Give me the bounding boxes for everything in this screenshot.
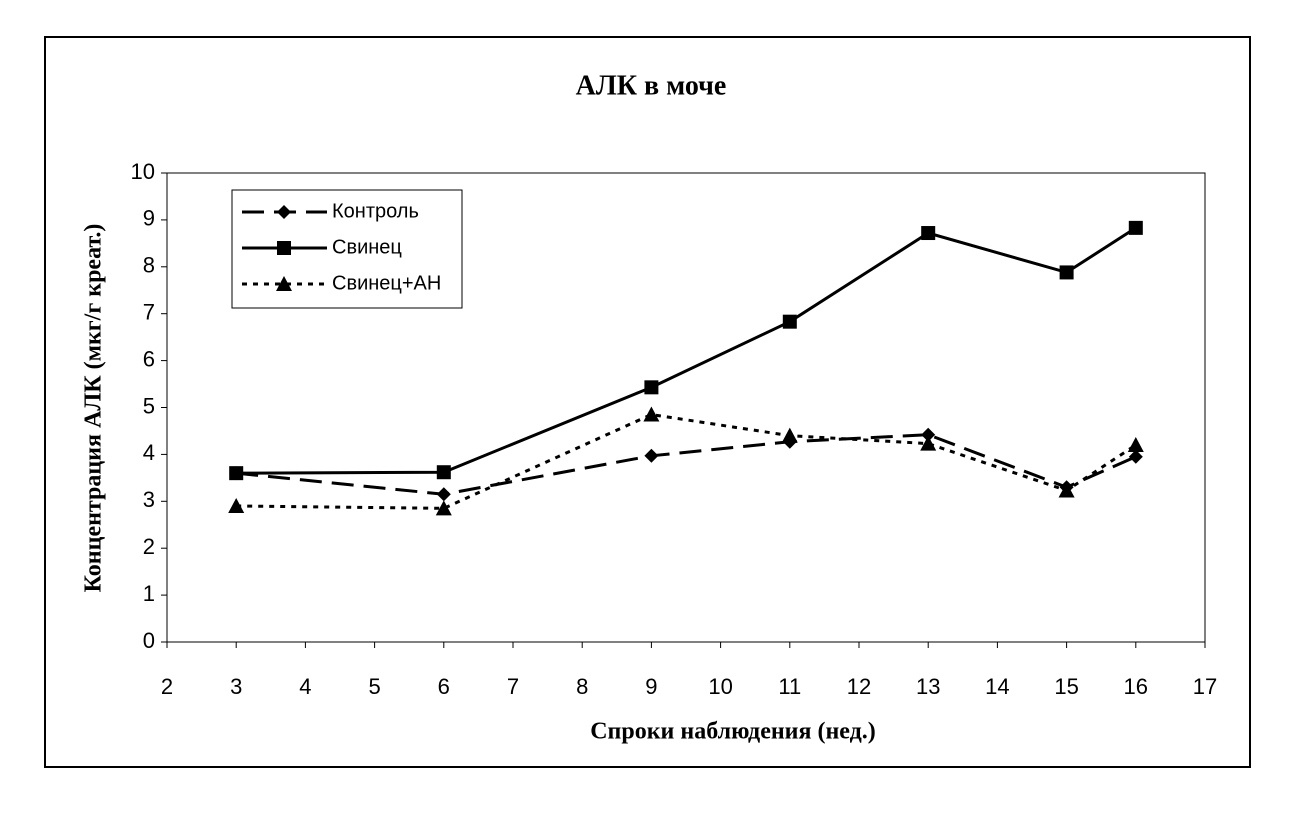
y-tick-label: 7 [143, 300, 155, 325]
y-tick-label: 4 [143, 440, 155, 465]
marker [644, 448, 659, 463]
marker [1127, 437, 1144, 453]
legend-label: Свинец+АН [332, 272, 441, 294]
x-tick-label: 10 [708, 674, 732, 699]
y-tick-label: 6 [143, 346, 155, 371]
y-tick-label: 0 [143, 628, 155, 653]
x-tick-label: 8 [576, 674, 588, 699]
y-tick-label: 2 [143, 534, 155, 559]
chart-border [44, 36, 1251, 768]
marker [1058, 482, 1075, 498]
marker [781, 427, 798, 443]
y-tick-label: 10 [131, 159, 155, 184]
x-tick-label: 9 [645, 674, 657, 699]
legend-label: Контроль [332, 200, 419, 222]
marker [920, 435, 937, 451]
x-tick-label: 7 [507, 674, 519, 699]
x-tick-label: 12 [847, 674, 871, 699]
x-tick-label: 13 [916, 674, 940, 699]
marker [921, 226, 936, 241]
chart-title: АЛК в моче [576, 70, 727, 101]
x-tick-label: 14 [985, 674, 1009, 699]
x-tick-label: 17 [1193, 674, 1217, 699]
marker [782, 314, 797, 329]
legend-marker [277, 241, 291, 255]
marker [436, 487, 451, 502]
x-tick-label: 2 [161, 674, 173, 699]
legend-label: Свинец [332, 236, 402, 258]
x-tick-label: 3 [230, 674, 242, 699]
marker [435, 500, 452, 516]
legend-marker [276, 276, 292, 291]
x-tick-label: 4 [299, 674, 311, 699]
y-tick-label: 5 [143, 393, 155, 418]
x-tick-label: 5 [368, 674, 380, 699]
x-axis-label: Спроки наблюдения (нед.) [590, 719, 876, 745]
marker [436, 465, 451, 480]
marker [643, 406, 660, 422]
x-tick-label: 6 [438, 674, 450, 699]
x-tick-label: 15 [1054, 674, 1078, 699]
marker [1128, 220, 1143, 235]
x-tick-label: 16 [1124, 674, 1148, 699]
marker [921, 427, 936, 442]
marker [228, 497, 245, 513]
y-tick-label: 3 [143, 487, 155, 512]
marker [229, 466, 244, 481]
marker [1128, 449, 1143, 464]
y-tick-label: 9 [143, 206, 155, 231]
x-tick-label: 11 [778, 674, 801, 699]
marker [1059, 265, 1074, 280]
y-axis-label: Концентрация АЛК (мкг/г креат.) [81, 224, 107, 593]
legend-marker [277, 205, 291, 219]
y-tick-label: 1 [143, 581, 155, 606]
y-tick-label: 8 [143, 253, 155, 278]
marker [644, 380, 659, 395]
